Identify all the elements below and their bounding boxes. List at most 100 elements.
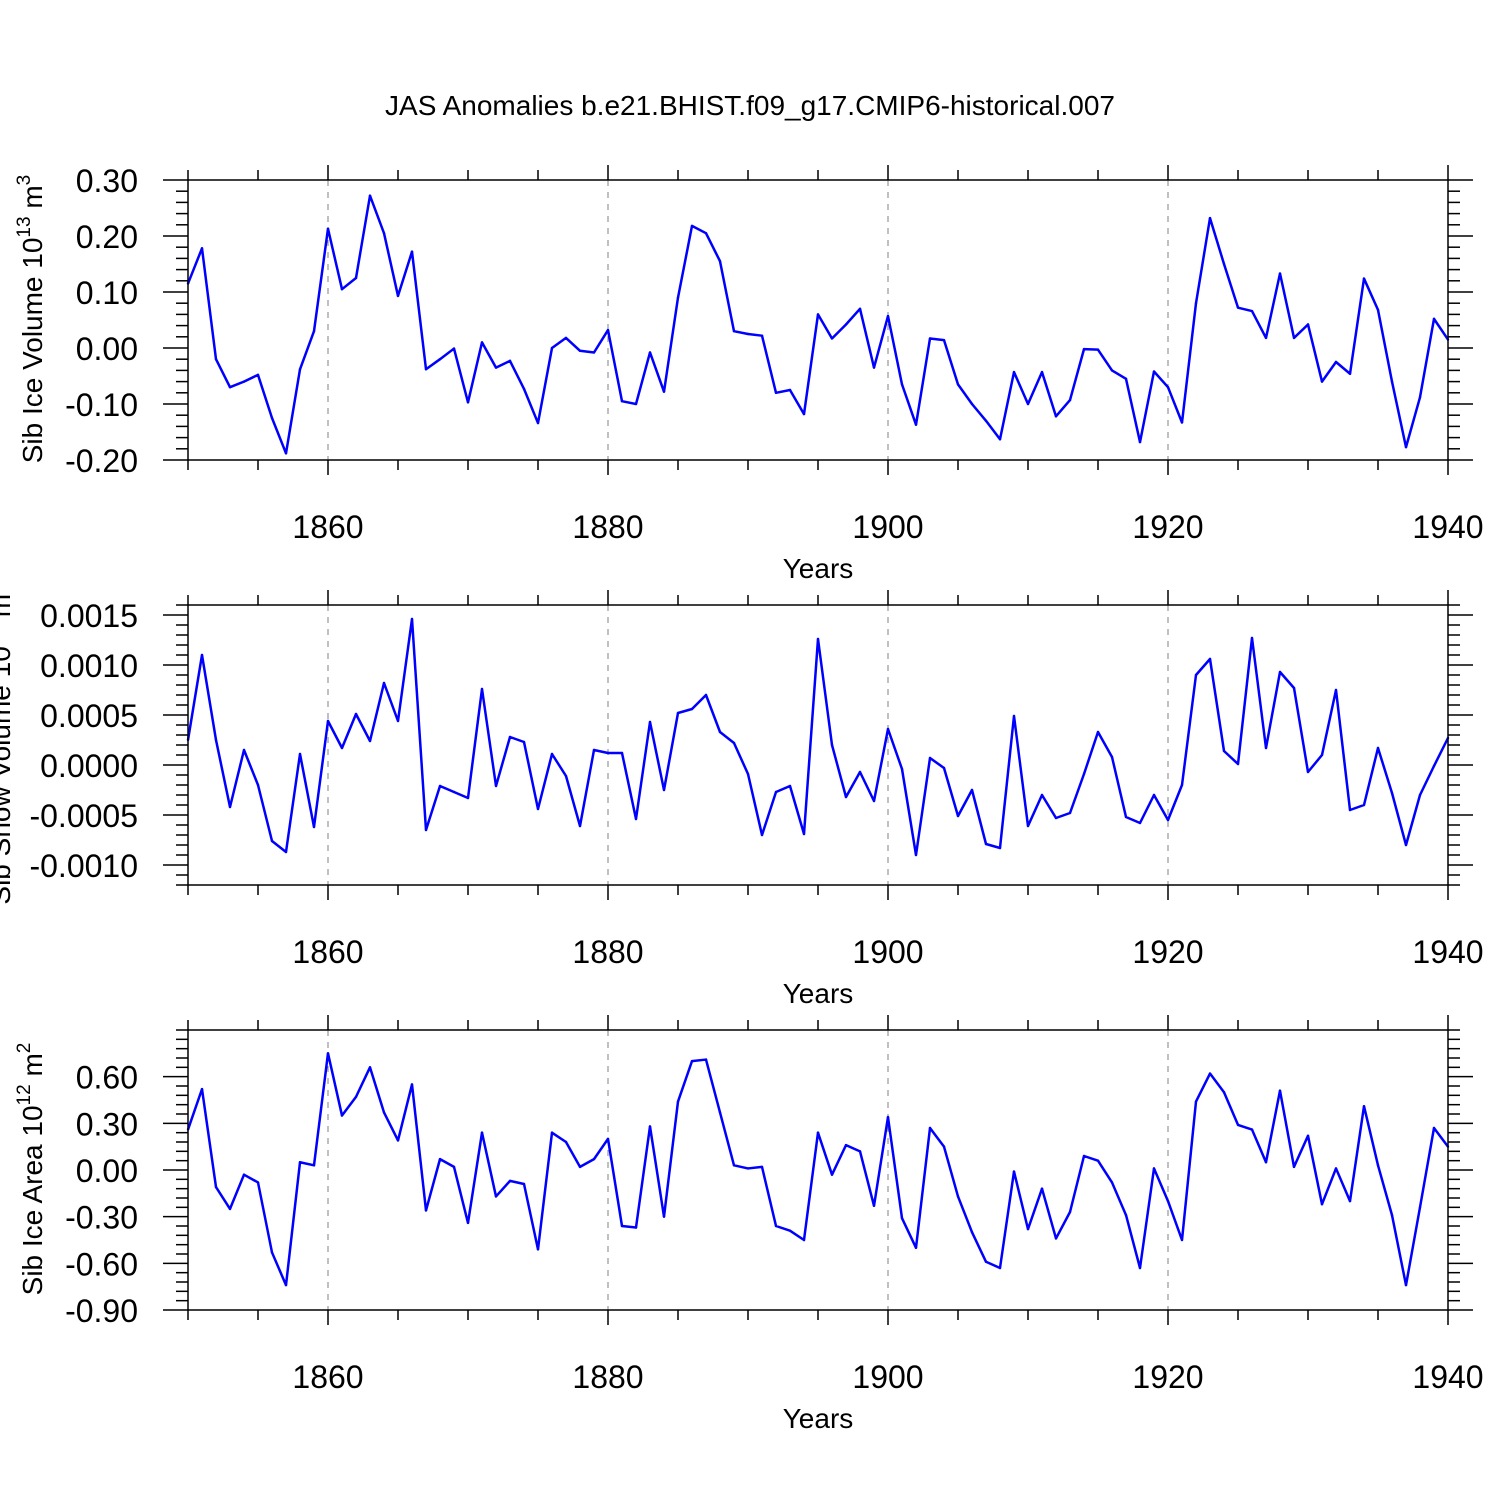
data-point: [1390, 791, 1394, 795]
data-point: [900, 767, 904, 771]
data-point: [732, 1164, 736, 1167]
data-point: [284, 452, 288, 455]
data-point: [326, 1052, 330, 1055]
x-axis-label: Years: [783, 1403, 854, 1434]
data-point: [508, 359, 512, 363]
data-point: [340, 288, 344, 291]
data-point: [466, 796, 470, 800]
data-point: [382, 681, 386, 685]
plot-frame: [187, 1029, 1449, 1311]
data-point: [634, 817, 638, 821]
data-point: [704, 1058, 708, 1061]
data-point: [886, 1115, 890, 1119]
data-point: [256, 783, 260, 787]
data-point: [984, 1260, 988, 1263]
data-point: [662, 1215, 666, 1218]
data-point: [578, 349, 582, 352]
data-point: [1026, 824, 1030, 828]
data-point: [550, 752, 554, 756]
x-tick-label: 1880: [572, 509, 643, 545]
data-point: [1082, 1154, 1086, 1158]
data-point: [1124, 377, 1128, 380]
data-point: [858, 307, 862, 310]
data-point: [424, 1209, 428, 1212]
data-point: [228, 386, 232, 389]
data-point: [270, 839, 274, 843]
data-point: [1166, 386, 1170, 389]
data-point: [760, 1165, 764, 1169]
data-point: [522, 387, 526, 391]
data-point: [1152, 793, 1156, 797]
x-tick-label: 1920: [1132, 1359, 1203, 1395]
y-tick-label: 0.00: [76, 331, 138, 367]
data-point: [1138, 821, 1142, 825]
data-point: [480, 687, 484, 691]
data-point: [340, 746, 344, 750]
data-point: [1250, 1128, 1254, 1131]
y-tick-label: 0.0010: [40, 648, 138, 684]
x-axis-label: Years: [783, 978, 854, 1009]
data-point: [1334, 1167, 1338, 1170]
data-point: [1026, 1227, 1030, 1231]
data-point: [942, 766, 946, 770]
data-point: [354, 1095, 358, 1099]
data-point: [1096, 348, 1100, 351]
data-point: [928, 1126, 932, 1130]
data-point: [956, 814, 960, 818]
data-point: [578, 824, 582, 828]
data-point: [284, 850, 288, 854]
data-point: [466, 1221, 470, 1225]
data-point: [746, 332, 750, 336]
data-point: [1222, 262, 1226, 266]
data-point: [844, 323, 848, 326]
data-point: [844, 1143, 848, 1147]
x-tick-label: 1860: [292, 509, 363, 545]
data-point: [704, 232, 708, 235]
data-point: [858, 770, 862, 774]
panel-ice-volume: Sib Ice Volume 1013 m3 Years 1860 1880 190…: [14, 163, 1484, 584]
data-point: [620, 1224, 624, 1228]
data-point: [382, 232, 386, 235]
x-tick-label: 1900: [852, 1359, 923, 1395]
data-point: [1432, 1126, 1436, 1130]
data-point: [970, 402, 974, 406]
y-tick-label: 0.60: [76, 1060, 138, 1096]
data-point: [760, 334, 764, 337]
data-point: [550, 346, 554, 350]
data-point: [606, 328, 610, 332]
data-point: [1376, 746, 1380, 750]
data-point: [1250, 309, 1254, 313]
data-point: [1222, 749, 1226, 753]
x-axis-label: Years: [783, 553, 854, 584]
data-point: [998, 846, 1002, 850]
data-point: [1166, 1199, 1170, 1203]
data-point: [354, 276, 358, 280]
plot-frame: [187, 604, 1449, 886]
data-point: [1418, 793, 1422, 797]
data-point: [1334, 688, 1338, 692]
data-point: [634, 402, 638, 406]
data-point: [1236, 762, 1240, 766]
data-point: [214, 358, 218, 361]
data-point: [312, 330, 316, 333]
data-point: [676, 1100, 680, 1103]
data-point: [1264, 746, 1268, 750]
data-point: [774, 1224, 778, 1228]
data-point: [1418, 1206, 1422, 1209]
data-point: [942, 1145, 946, 1148]
data-point: [242, 1173, 246, 1176]
data-point: [494, 366, 498, 369]
data-point: [788, 784, 792, 788]
data-point: [410, 617, 414, 621]
data-point: [1292, 686, 1296, 690]
data-point: [942, 338, 946, 342]
data-point: [1054, 415, 1058, 418]
data-point: [970, 1231, 974, 1234]
data-point: [1222, 1091, 1226, 1094]
data-point: [1194, 673, 1198, 677]
data-point: [1432, 317, 1436, 321]
data-point: [424, 368, 428, 371]
data-point: [984, 842, 988, 846]
data-point: [1320, 380, 1324, 383]
